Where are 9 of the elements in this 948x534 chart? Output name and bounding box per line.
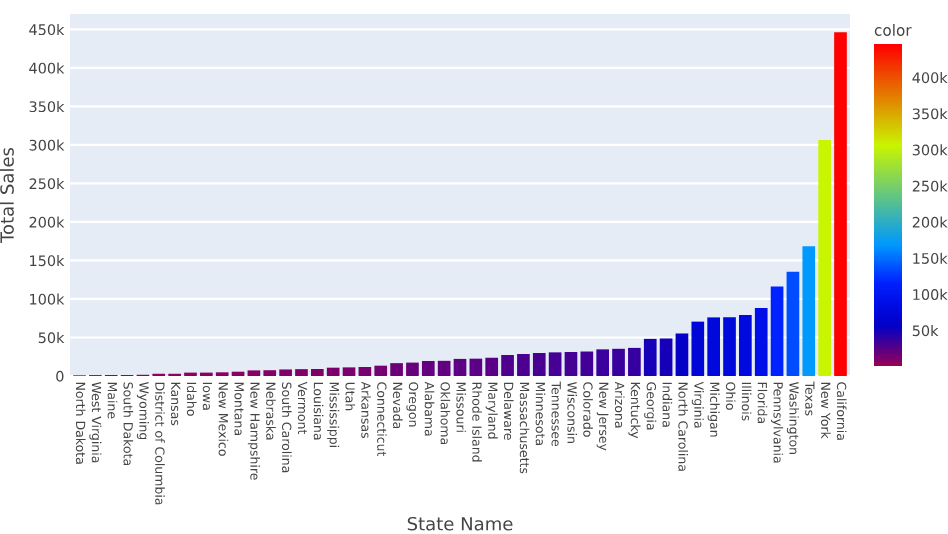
bar: [834, 32, 847, 376]
y-axis-title: Total Sales: [0, 147, 14, 244]
bar: [453, 358, 467, 376]
bar: [802, 246, 816, 376]
bar: [675, 333, 689, 376]
bar: [770, 286, 784, 376]
bar: [786, 271, 800, 376]
x-axis-title: State Name: [407, 516, 513, 531]
bar: [818, 140, 831, 376]
